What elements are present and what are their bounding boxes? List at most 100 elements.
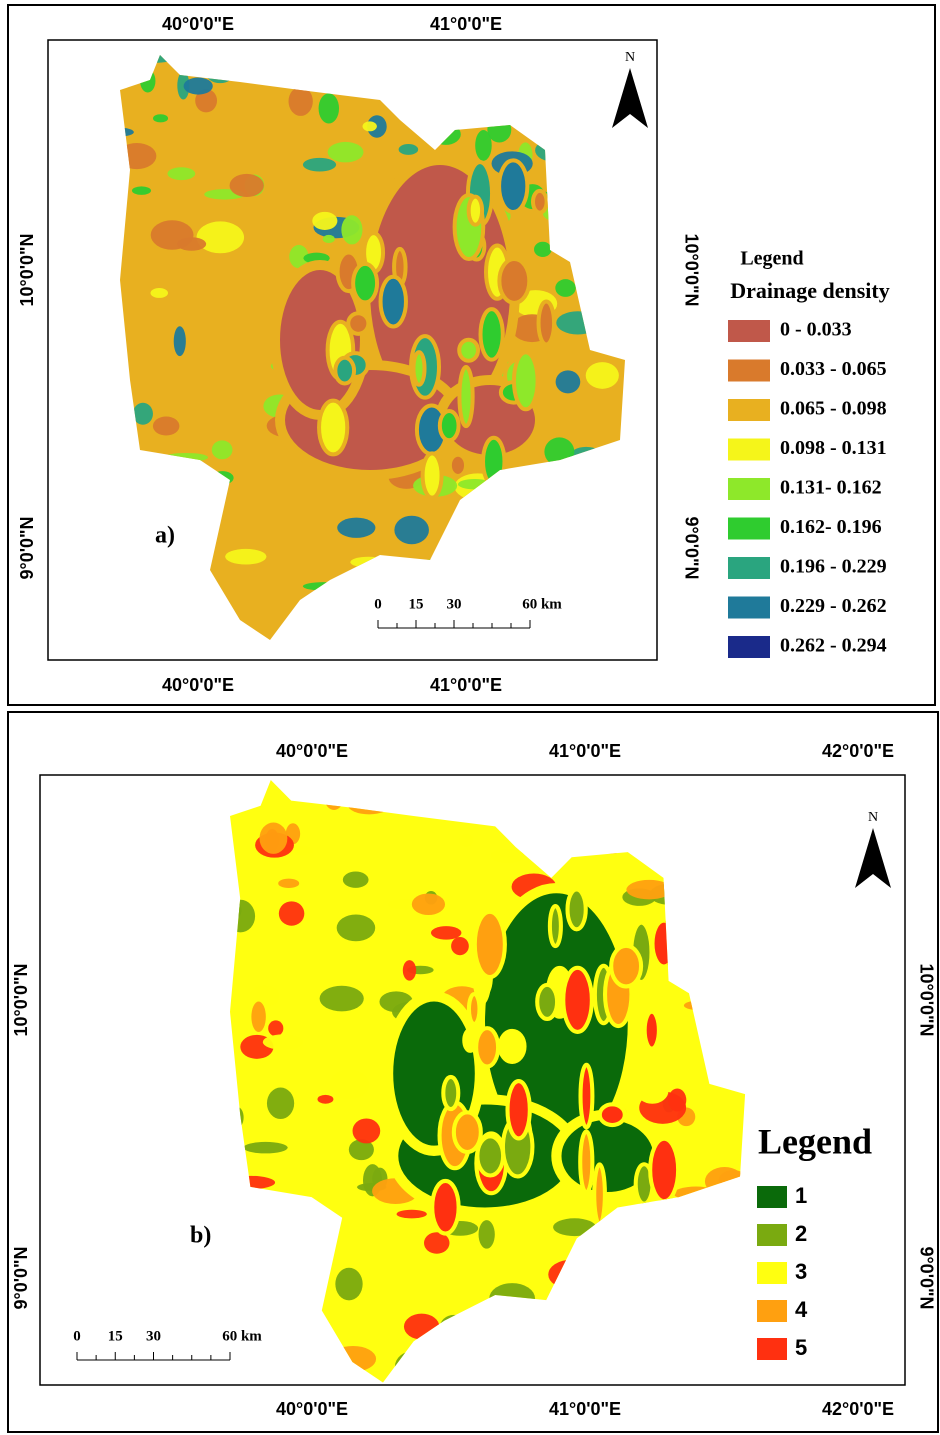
north-label: N: [868, 810, 878, 825]
legend-swatch: [757, 1224, 787, 1246]
coord-label: 41°0'0"E: [430, 675, 502, 695]
legend-swatch: [728, 399, 770, 421]
map-patch: [243, 1142, 287, 1154]
map-patch: [563, 968, 592, 1032]
map-patch: [299, 1215, 323, 1236]
map-patch: [153, 114, 168, 122]
map-patch: [217, 1215, 244, 1228]
map-patch: [552, 108, 575, 138]
map-patch: [479, 575, 492, 586]
map-patch: [133, 403, 153, 425]
map-patch: [335, 1268, 362, 1301]
coord-label: 10°0'0"N: [17, 233, 37, 306]
coord-label: 10°0'0"N: [681, 233, 701, 306]
scale-label: 60 km: [222, 1328, 262, 1344]
map-patch: [487, 117, 511, 142]
map-patch: [212, 440, 233, 459]
map-patch: [303, 582, 344, 590]
page: 40°0'0"E41°0'0"E40°0'0"E41°0'0"E10°0'0"N…: [0, 0, 940, 1435]
map-patch: [303, 158, 336, 172]
map-patch: [451, 937, 469, 955]
north-label: N: [625, 50, 635, 65]
map-patch: [461, 574, 479, 587]
legend-label: 2: [795, 1221, 807, 1246]
map-patch: [279, 901, 305, 925]
map-patch: [519, 610, 536, 640]
map-patch: [363, 121, 377, 131]
map-patch: [684, 1001, 710, 1010]
coord-label: 40°0'0"E: [276, 741, 348, 761]
map-patch: [223, 1084, 237, 1104]
map-patch: [704, 1188, 722, 1206]
coord-label: 9°0'0"N: [916, 1246, 936, 1309]
map-patch: [413, 352, 424, 385]
map-patch: [507, 1081, 529, 1138]
map-patch: [206, 62, 235, 83]
map-patch: [562, 524, 586, 548]
map-patch: [395, 1351, 434, 1382]
map-patch: [499, 259, 529, 303]
map-patch: [513, 555, 529, 583]
coord-label: 42°0'0"E: [822, 1399, 894, 1419]
map-patch: [317, 1095, 333, 1104]
map-patch: [475, 912, 505, 977]
map-patch: [325, 789, 343, 810]
map-patch: [337, 914, 376, 941]
map-patch: [543, 204, 580, 222]
map-patch: [454, 1112, 481, 1152]
map-patch: [330, 1346, 376, 1372]
map-patch: [466, 580, 509, 593]
map-patch: [197, 221, 244, 253]
legend-swatch: [728, 360, 770, 382]
map-patch: [231, 1107, 243, 1128]
map-patch: [153, 417, 180, 436]
coord-label: 10°0'0"N: [916, 963, 936, 1036]
map-patch: [230, 174, 264, 197]
map-patch: [335, 358, 354, 384]
map-patch: [481, 309, 503, 359]
map-patch: [606, 178, 641, 189]
map-patch: [547, 520, 566, 541]
map-patch: [499, 160, 527, 212]
map-patch: [353, 264, 377, 303]
map-patch: [423, 453, 442, 497]
legend-label: 0.196 - 0.229: [780, 556, 887, 578]
legend-label: 0.033 - 0.065: [780, 358, 887, 380]
map-patch: [704, 1314, 745, 1335]
map-patch: [483, 438, 504, 485]
map-patch: [320, 986, 364, 1012]
map-patch: [296, 1347, 312, 1375]
scale-label: 60 km: [522, 596, 562, 612]
map: [108, 49, 641, 640]
coord-label: 9°0'0"N: [11, 1246, 31, 1309]
map-patch: [174, 326, 186, 356]
legend-swatch: [757, 1186, 787, 1208]
map-patch: [440, 411, 459, 440]
map-patch: [500, 1031, 525, 1062]
map-patch: [417, 559, 462, 572]
map-patch: [341, 215, 362, 244]
legend-swatch: [728, 478, 770, 500]
map-patch: [604, 166, 639, 184]
map-patch: [544, 437, 574, 466]
map-patch: [684, 774, 731, 799]
map-patch: [514, 352, 538, 409]
legend-swatch: [728, 518, 770, 540]
map-patch: [319, 401, 347, 455]
map-patch: [535, 138, 577, 162]
map-patch: [611, 946, 641, 987]
coord-label: 41°0'0"E: [549, 741, 621, 761]
map-patch: [459, 834, 473, 847]
map-patch: [545, 561, 589, 591]
map-patch: [184, 78, 213, 95]
map-patch: [467, 557, 509, 589]
map-patch: [576, 280, 613, 294]
map-patch: [263, 1034, 303, 1049]
map-patch: [725, 887, 747, 917]
map-patch: [600, 1104, 625, 1125]
map-patch: [150, 288, 168, 298]
map-patch: [323, 235, 335, 243]
map-patch: [580, 1132, 592, 1193]
map-patch: [141, 49, 175, 63]
map-patch: [399, 144, 419, 155]
